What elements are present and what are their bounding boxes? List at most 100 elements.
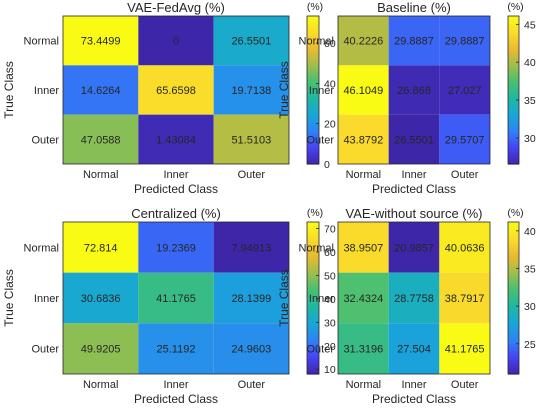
colorbar-segment [307,18,319,22]
colorbar-segment [508,345,519,349]
colorbar-segment [508,50,519,54]
heatmap-cell [138,65,214,115]
cell-value-label: 65.6598 [156,85,196,97]
colorbar-segment [307,103,319,107]
colorbar-segment [307,229,319,233]
colorbar-tick-label: 40 [324,294,336,306]
x-axis-label: Predicted Class [134,182,218,196]
colorbar-segment [307,124,319,128]
y-tick-label: Outer [306,344,334,356]
colorbar-segment [307,333,319,337]
heatmap-cell [388,272,440,324]
colorbar-segment [508,264,519,268]
heatmap-cell [138,16,214,66]
colorbar-segment [307,87,319,91]
colorbar-segment [508,39,519,43]
cell-value-label: 29.8887 [445,36,485,48]
colorbar-segment [307,338,319,342]
x-tick-label: Normal [83,379,118,391]
colorbar-unit-label: (%) [507,1,523,13]
colorbar-segment [508,319,519,323]
colorbar-segment [307,120,319,123]
cell-value-label: 25.1192 [157,344,196,356]
colorbar-segment [307,350,319,354]
colorbar-segment [508,347,519,351]
colorbar-segment [307,22,319,26]
y-tick-label: Outer [31,134,59,146]
colorbar-segment [307,264,319,268]
colorbar-segment [307,276,319,280]
colorbar-segment [307,345,319,349]
colorbar-segment [307,271,319,275]
colorbar-segment [508,338,519,342]
colorbar-segment [307,371,319,375]
y-tick-label: Normal [24,36,59,48]
y-tick-label: Inner [34,85,59,97]
colorbar-tick-label: 35 [524,263,536,275]
colorbar-segment [508,62,519,66]
heatmap-cell [213,222,289,273]
x-axis-label: Predicted Class [372,182,456,196]
colorbar-segment [508,222,519,225]
cell-value-label: 29.8887 [394,36,434,48]
colorbar-segment [508,305,519,309]
colorbar-segment [508,229,519,233]
colorbar-segment [307,238,319,242]
colorbar-segment [508,321,519,325]
colorbar-segment [307,274,319,278]
colorbar-frame [306,221,320,375]
colorbar-segment [307,236,319,240]
colorbar-segment [307,85,319,89]
colorbar-segment [508,138,519,142]
colorbar-segment [307,283,319,287]
colorbar-segment [508,59,519,63]
y-tick-label: Normal [24,242,59,254]
heatmap-cell [138,272,214,324]
colorbar-segment [508,34,519,38]
colorbar-segment [508,147,519,151]
colorbar-segment [508,312,519,316]
colorbar-segment [508,154,519,158]
colorbar-segment [508,302,519,306]
colorbar-segment [508,279,519,282]
colorbar-segment [508,122,519,126]
colorbar-tick-label: 40 [524,226,536,238]
heatmap-cell [439,65,490,115]
colorbar-segment [508,260,519,263]
cell-value-label: 43.8792 [343,134,383,146]
y-tick-label: Inner [309,293,334,305]
colorbar-segment [307,326,319,330]
colorbar-segment [508,131,519,135]
colorbar-segment [307,231,319,235]
colorbar-tick-label: 40 [324,78,336,90]
colorbar-segment [508,145,519,149]
colorbar-segment [508,257,519,261]
heatmap-cell [63,65,139,115]
colorbar-segment [508,140,519,144]
colorbar-tick-label: 50 [324,270,336,282]
heatmap-cell [388,323,440,374]
heatmap-cell [388,114,440,164]
y-tick-label: Inner [309,85,334,97]
colorbar-segment [307,359,319,363]
colorbar-segment [508,94,519,98]
colorbar-segment [508,159,519,163]
heatmap-cell [63,323,139,374]
colorbar-frame [306,15,320,165]
heatmap-cell [439,16,490,66]
cell-value-label: 26.868 [397,85,431,97]
colorbar-segment [307,99,319,103]
colorbar-segment [508,113,519,117]
colorbar-segment [307,250,319,254]
colorbar-segment [508,53,519,56]
colorbar-segment [307,53,319,56]
colorbar-segment [307,255,319,259]
colorbar-segment [508,90,519,93]
cell-value-label: 28.7758 [394,293,434,305]
chart-title: VAE-FedAvg (%) [127,0,225,15]
heatmap-panel-4: 38.9507 20.9857 40.0636 32.4324 28.7758 38.79… [277,206,536,406]
colorbar-tick-label: 60 [324,38,336,50]
colorbar-segment [307,336,319,339]
colorbar-segment [307,269,319,273]
colorbar-segment [508,364,519,368]
